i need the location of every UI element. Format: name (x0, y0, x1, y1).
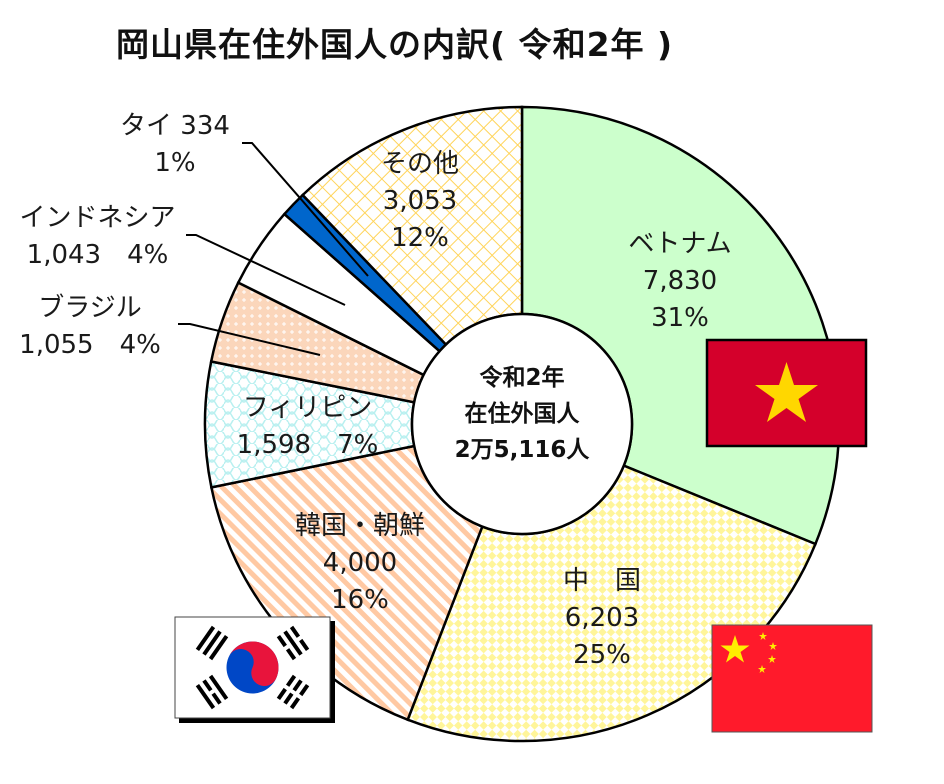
label-brazil-value-pct: 1,055 4% (19, 330, 161, 360)
leader-line-indonesia (186, 234, 346, 306)
label-other-value: 3,053 (382, 186, 458, 216)
label-indonesia-value-pct: 1,043 4% (26, 240, 169, 270)
label-vietnam: ベトナム 7,830 31% (590, 226, 770, 337)
label-thai: タイ 334 1% (105, 108, 245, 182)
leader-line-thai (242, 142, 369, 277)
label-other: その他 3,053 12% (345, 146, 495, 257)
label-vietnam-value: 7,830 (642, 266, 718, 296)
label-other-name: その他 (380, 149, 459, 179)
center-total-label: 令和2年 在住外国人 2万5,116人 (422, 360, 622, 468)
china-flag-icon (711, 624, 873, 733)
label-korea-name: 韓国・朝鮮 (294, 511, 425, 541)
label-thai-name-value: タイ 334 (120, 111, 230, 141)
label-korea-value: 4,000 (322, 548, 398, 578)
label-thai-pct: 1% (154, 148, 196, 178)
label-china: 中 国 6,203 25% (522, 563, 682, 674)
label-korea: 韓国・朝鮮 4,000 16% (270, 508, 450, 619)
label-indonesia: インドネシア 1,043 4% (10, 200, 185, 274)
label-korea-pct: 16% (331, 585, 389, 615)
label-china-value: 6,203 (564, 603, 640, 633)
label-vietnam-name: ベトナム (628, 229, 732, 259)
center-line-total: 2万5,116人 (454, 437, 590, 463)
chart-title: 岡山県在住外国人の内訳( 令和2年 ) (116, 25, 674, 64)
label-philippines: フィリピン 1,598 7% (215, 390, 400, 464)
leader-line-brazil (178, 323, 321, 356)
label-philippines-value-pct: 1,598 7% (236, 430, 379, 460)
vietnam-flag-icon (705, 338, 868, 448)
korea-flag-icon (174, 616, 335, 723)
center-line-caption: 在住外国人 (464, 401, 580, 427)
label-indonesia-name: インドネシア (19, 203, 176, 233)
label-china-pct: 25% (573, 640, 631, 670)
center-line-year: 令和2年 (479, 365, 565, 391)
label-brazil: ブラジル 1,055 4% (5, 290, 175, 364)
label-other-pct: 12% (391, 223, 449, 253)
label-philippines-name: フィリピン (242, 393, 373, 423)
label-vietnam-pct: 31% (651, 303, 709, 333)
center-circle (410, 312, 634, 536)
label-brazil-name: ブラジル (38, 293, 142, 323)
label-china-name: 中 国 (562, 566, 641, 596)
